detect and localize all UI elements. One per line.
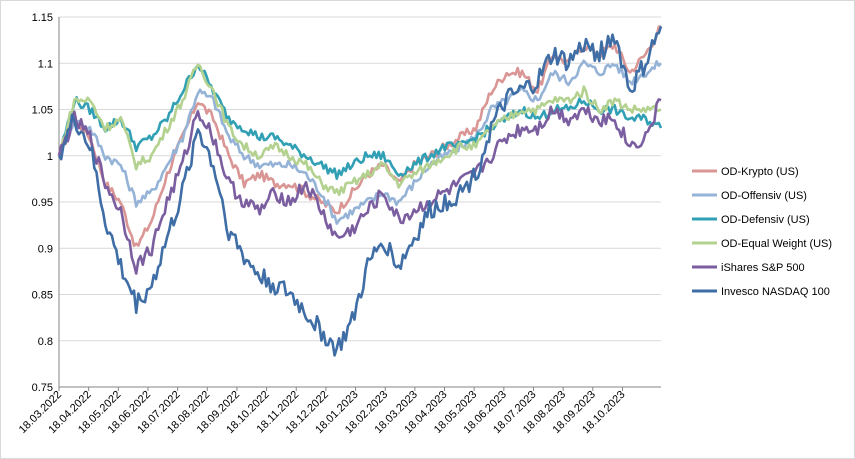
series-lines	[57, 25, 663, 357]
legend-label: OD-Defensiv (US)	[721, 214, 810, 226]
y-tick-label: 1.15	[32, 12, 53, 24]
series-line-4	[57, 98, 662, 275]
y-tick-label: 0.9	[38, 243, 53, 255]
legend-label: OD-Offensiv (US)	[721, 190, 807, 202]
series-line-2	[57, 64, 663, 180]
y-axis-ticks: 0.75 0.8 0.85 0.9 0.95 1 1.05 1.1 1.15	[32, 12, 53, 394]
x-axis-ticks: 18.03.202218.04.202218.05.202218.06.2022…	[17, 387, 628, 436]
series-line-3	[57, 63, 662, 197]
legend: OD-Krypto (US) OD-Offensiv (US) OD-Defensi…	[692, 166, 832, 298]
legend-label: OD-Equal Weight (US)	[721, 238, 832, 250]
y-tick-label: 1	[47, 151, 53, 163]
series-line-1	[58, 59, 662, 225]
y-tick-label: 1.1	[38, 58, 53, 70]
y-tick-label: 0.85	[32, 290, 53, 302]
legend-label: Invesco NASDAQ 100	[721, 286, 830, 298]
legend-label: OD-Krypto (US)	[721, 166, 799, 178]
y-tick-label: 0.95	[32, 197, 53, 209]
y-tick-label: 0.8	[38, 336, 53, 348]
legend-label: iShares S&P 500	[721, 262, 805, 274]
series-line-5	[57, 25, 663, 357]
y-tick-label: 0.75	[32, 382, 53, 394]
y-tick-label: 1.05	[32, 105, 53, 117]
axes	[58, 17, 661, 388]
